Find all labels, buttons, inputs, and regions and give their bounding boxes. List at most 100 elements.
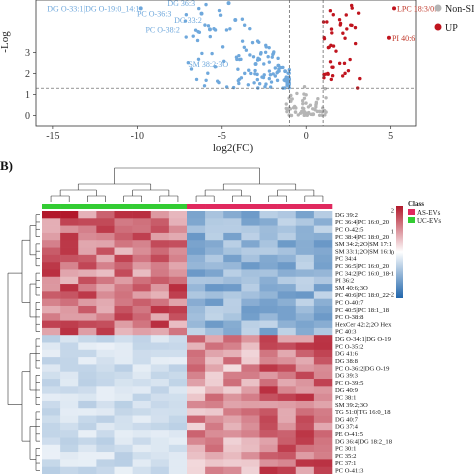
heatmap-cell	[295, 335, 315, 343]
heatmap-cell	[277, 247, 297, 256]
heatmap-cell	[168, 430, 188, 438]
heatmap-cell	[223, 305, 242, 314]
volcano-point-down	[267, 69, 272, 73]
heatmap-cell	[96, 225, 115, 234]
heatmap-cell	[313, 400, 333, 409]
heatmap-cell	[187, 349, 206, 358]
heatmap-row-label: DG O-34:1|DG O-19	[335, 336, 392, 343]
heatmap-cell	[132, 379, 152, 387]
heatmap-cell	[168, 342, 188, 351]
heatmap-cell	[295, 225, 315, 234]
heatmap-cell	[259, 364, 278, 373]
colorbar-tick-label: -1	[389, 271, 394, 278]
heatmap-cell	[187, 408, 206, 416]
heatmap-cell	[132, 262, 152, 270]
heatmap-cell	[78, 262, 97, 270]
heatmap-cell	[132, 335, 152, 343]
heatmap-cell	[42, 415, 61, 424]
heatmap-cell	[259, 386, 278, 394]
volcano-point-down	[208, 34, 212, 39]
heatmap-cell	[277, 218, 297, 226]
heatmap-cell	[78, 386, 97, 394]
volcano-point-up	[343, 36, 347, 40]
heatmap-cell	[259, 320, 278, 329]
volcano-point-down	[197, 30, 202, 34]
heatmap-cell	[223, 211, 242, 219]
heatmap-cell	[150, 211, 170, 219]
heatmap-cell	[187, 335, 206, 343]
heatmap-cell	[96, 298, 115, 307]
heatmap-cell	[187, 240, 206, 248]
heatmap-cell	[241, 232, 260, 241]
heatmap-cell	[223, 408, 242, 416]
heatmap-cell	[205, 466, 224, 474]
volcano-point-down	[287, 75, 291, 79]
volcano-annotation-label: PI 40:6	[392, 34, 415, 43]
heatmap-cell	[241, 269, 260, 278]
heatmap-cell	[295, 247, 315, 256]
heatmap-cell	[42, 452, 61, 460]
heatmap-cell	[132, 254, 152, 263]
heatmap-cell	[60, 459, 79, 467]
heatmap-cell	[187, 225, 206, 234]
heatmap-cell	[168, 225, 188, 234]
heatmap-row-label: DG 40:9	[335, 387, 359, 394]
heatmap-cell	[150, 400, 170, 409]
volcano-points	[183, 2, 362, 118]
heatmap-cell	[42, 349, 61, 358]
volcano-point-down	[273, 74, 278, 78]
heatmap-colorbar: 2 1 0 -1 -2	[389, 206, 403, 299]
volcano-point-up	[341, 31, 345, 35]
heatmap-cell	[277, 211, 297, 219]
heatmap-cell	[295, 240, 315, 248]
heatmap-row-label: PC 30:1	[335, 446, 356, 453]
heatmap-cell	[241, 305, 260, 314]
volcano-point-down	[255, 77, 260, 82]
volcano-point-down	[237, 53, 241, 58]
heatmap-cell	[187, 211, 206, 219]
heatmap-cell	[60, 327, 79, 336]
heatmap-cell	[168, 408, 188, 416]
heatmap-cell	[205, 211, 224, 219]
volcano-point-down	[273, 66, 278, 70]
heatmap-cell	[241, 284, 260, 292]
volcano-point-down	[272, 50, 276, 54]
volcano-point-down	[200, 51, 204, 56]
volcano-x-tick-label: -10	[131, 131, 144, 142]
volcano-point-up	[345, 27, 349, 31]
heatmap-cell	[241, 408, 260, 416]
heatmap-cell	[295, 444, 315, 453]
heatmap-cell	[78, 430, 97, 438]
volcano-point-nonsig	[293, 110, 298, 114]
heatmap-cell	[42, 357, 61, 365]
heatmap-cell	[295, 415, 315, 424]
heatmap-cell	[277, 313, 297, 321]
volcano-point-down	[234, 55, 239, 59]
volcano-point-down	[255, 39, 260, 43]
heatmap-cell	[277, 291, 297, 299]
heatmap-cell	[277, 422, 297, 431]
heatmap-cell	[205, 232, 224, 241]
volcano-point-nonsig	[287, 96, 291, 100]
heatmap-cell	[78, 298, 97, 307]
heatmap-cell	[114, 386, 133, 394]
heatmap-cell	[42, 444, 61, 453]
volcano-point-down	[203, 23, 207, 27]
heatmap-cell	[114, 408, 133, 416]
volcano-point-down	[197, 6, 201, 11]
heatmap-row-label: PC 38:1	[335, 394, 356, 401]
heatmap-cell	[277, 466, 297, 474]
heatmap-cell	[132, 437, 152, 446]
heatmap-cell	[42, 430, 61, 438]
heatmap-cell	[277, 284, 297, 292]
heatmap-cell	[241, 422, 260, 431]
heatmap-cell	[187, 269, 206, 278]
volcano-point-down	[237, 57, 242, 62]
heatmap-cell	[241, 415, 260, 424]
heatmap-cell	[78, 335, 97, 343]
heatmap-cell	[259, 408, 278, 416]
heatmap-cell	[223, 298, 242, 307]
heatmap-cell	[96, 364, 115, 373]
volcano-point-down	[283, 69, 287, 74]
heatmap-cell	[114, 218, 133, 226]
